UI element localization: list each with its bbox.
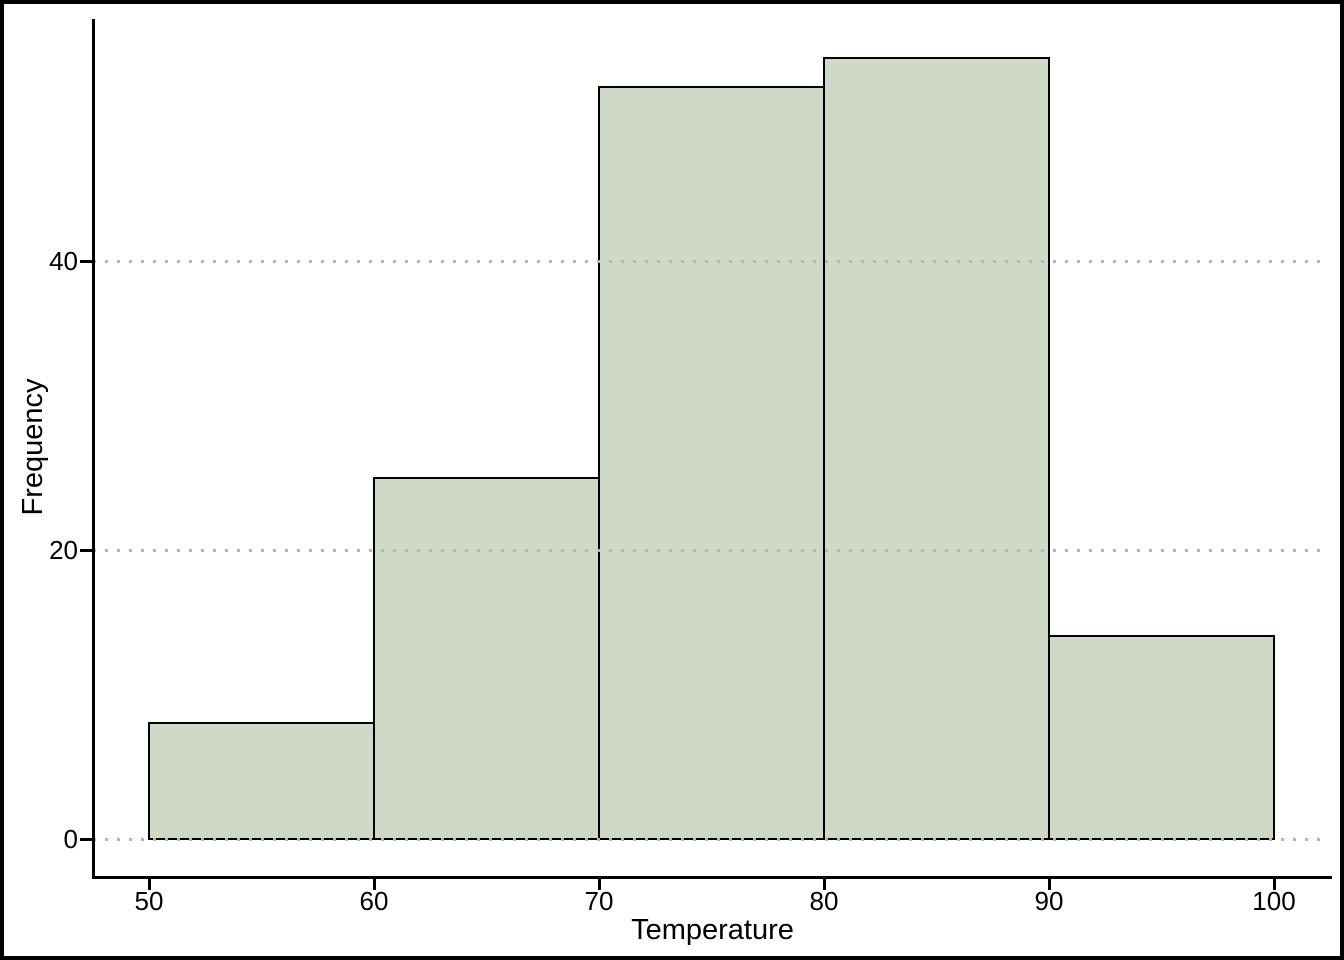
- y-tick-label: 0: [63, 824, 78, 854]
- histogram-bar: [372, 476, 601, 841]
- x-tick-label: 70: [584, 886, 614, 916]
- x-tick-label: 60: [359, 886, 389, 916]
- y-axis-line: [91, 19, 95, 879]
- x-axis-tick: [1272, 877, 1276, 890]
- histogram-bar: [147, 722, 376, 841]
- y-tick-label: 20: [49, 535, 78, 565]
- y-gridline: [93, 259, 1326, 263]
- histogram-bar: [1047, 635, 1276, 841]
- x-tick-label: 100: [1252, 886, 1296, 916]
- x-axis-line: [91, 875, 1332, 879]
- x-axis-tick: [147, 877, 151, 890]
- x-tick-label: 80: [809, 886, 839, 916]
- y-tick-label: 40: [49, 246, 78, 276]
- y-gridline: [93, 837, 1326, 841]
- x-axis-tick: [822, 877, 826, 890]
- y-axis-tick: [80, 259, 93, 263]
- y-axis-tick: [80, 548, 93, 552]
- y-gridline: [93, 548, 1326, 552]
- x-axis-tick: [1047, 877, 1051, 890]
- histogram-bar: [822, 57, 1051, 841]
- x-tick-label: 50: [134, 886, 164, 916]
- x-axis-tick: [597, 877, 601, 890]
- y-axis-tick: [80, 837, 93, 841]
- histogram-bar: [597, 86, 826, 841]
- x-axis-title: Temperature: [631, 914, 794, 946]
- x-tick-label: 90: [1034, 886, 1064, 916]
- x-axis-tick: [372, 877, 376, 890]
